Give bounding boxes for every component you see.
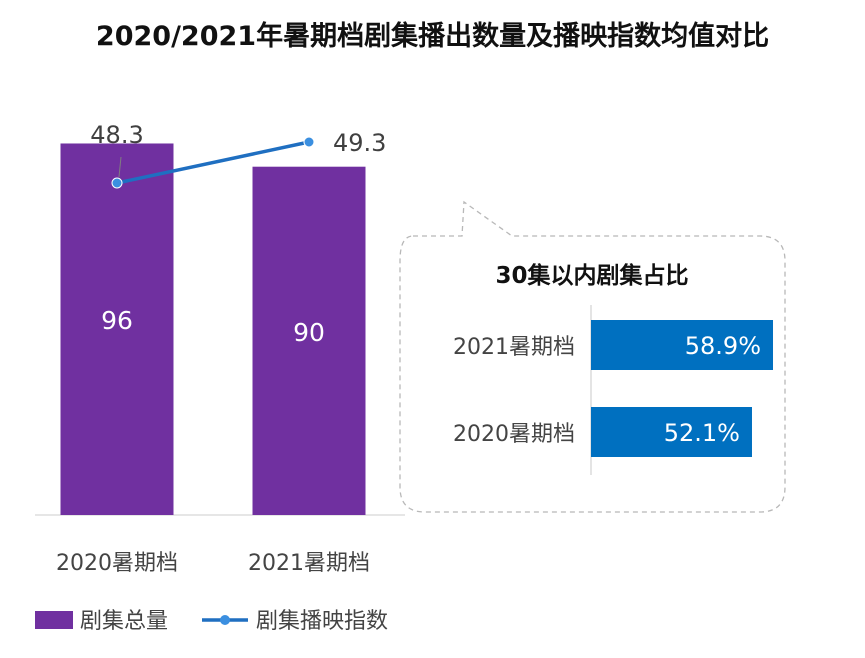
hbar-category-label: 2021暑期档 bbox=[453, 335, 575, 360]
x-tick-labels: 2020暑期档 2021暑期档 bbox=[56, 551, 370, 576]
hbar-value-label: 58.9% bbox=[685, 332, 761, 360]
bar-value-label: 90 bbox=[293, 318, 325, 347]
legend-swatch-bar bbox=[35, 611, 73, 629]
bar-series: 96 90 bbox=[61, 143, 366, 515]
line-value-label: 49.3 bbox=[333, 129, 386, 157]
callout-panel: 30集以内剧集占比 58.9% 2021暑期档 52.1% 2020暑期档 bbox=[400, 202, 785, 512]
line-point bbox=[112, 178, 122, 188]
x-tick-label: 2021暑期档 bbox=[248, 551, 370, 576]
hbar-category-label: 2020暑期档 bbox=[453, 422, 575, 447]
legend: 剧集总量 剧集播映指数 bbox=[35, 609, 388, 634]
callout-title: 30集以内剧集占比 bbox=[495, 262, 688, 289]
chart-canvas: 96 90 48.3 49.3 2020暑期档 2021暑期档 30集以内剧集占比 58… bbox=[0, 0, 865, 658]
legend-swatch-marker bbox=[220, 615, 230, 625]
legend-label: 剧集播映指数 bbox=[256, 609, 388, 634]
hbar-value-label: 52.1% bbox=[664, 419, 740, 447]
line-point bbox=[304, 137, 314, 147]
x-tick-label: 2020暑期档 bbox=[56, 551, 178, 576]
bar-value-label: 96 bbox=[101, 306, 133, 335]
line-value-label: 48.3 bbox=[90, 121, 143, 149]
hbar-series: 30集以内剧集占比 58.9% 2021暑期档 52.1% 2020暑期档 bbox=[453, 262, 773, 457]
legend-label: 剧集总量 bbox=[80, 609, 168, 634]
